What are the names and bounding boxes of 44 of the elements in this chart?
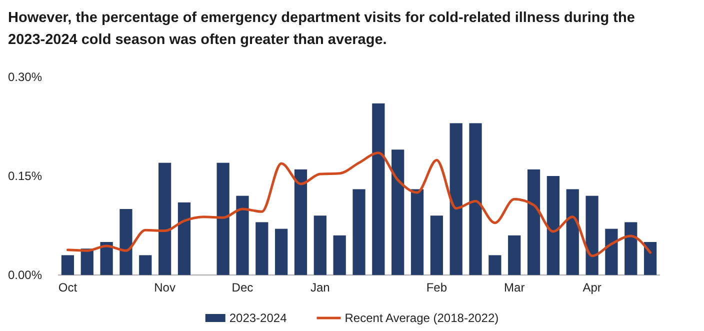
legend-label: Recent Average (2018-2022) [344, 311, 499, 325]
bar [488, 255, 502, 275]
bar [61, 255, 74, 275]
bar [546, 176, 560, 275]
bar [410, 189, 424, 275]
bar [139, 255, 152, 275]
chart-title: However, the percentage of emergency department visits for cold-related illness during the 2023-2024 cold season was often greater than average. [8, 10, 635, 48]
bar [586, 196, 598, 275]
bar [100, 242, 113, 275]
bar [527, 169, 540, 275]
x-tick-label: Nov [154, 280, 176, 295]
bar [566, 189, 579, 275]
legend-label: 2023-2024 [229, 311, 288, 325]
bar [624, 222, 638, 275]
bar [508, 235, 521, 275]
bar [605, 228, 618, 275]
bar [178, 202, 191, 275]
bar [236, 196, 249, 275]
bar [644, 242, 657, 275]
bar [216, 162, 230, 275]
x-tick-label: Apr [582, 280, 602, 295]
bar [120, 209, 132, 275]
bar [333, 235, 346, 275]
y-tick-label: 0.30% [8, 70, 42, 84]
line-series [66, 152, 652, 258]
bar [256, 222, 268, 275]
x-tick-label: Oct [58, 280, 78, 295]
x-tick-label: Mar [504, 280, 525, 295]
bar [294, 169, 308, 275]
x-tick-label: Dec [232, 280, 254, 295]
x-tick-label: Feb [426, 280, 448, 295]
bar [392, 150, 404, 275]
x-tick-label: Jan [310, 280, 330, 295]
bar [314, 216, 326, 275]
bar [469, 123, 482, 275]
y-tick-label: 0.15% [8, 168, 42, 183]
bar [372, 103, 385, 275]
bar [352, 189, 366, 275]
bar [80, 248, 94, 275]
y-tick-label: 0.00% [8, 268, 42, 282]
bar [450, 123, 462, 275]
bar [275, 228, 288, 275]
bar [158, 162, 172, 275]
bar [430, 216, 443, 275]
